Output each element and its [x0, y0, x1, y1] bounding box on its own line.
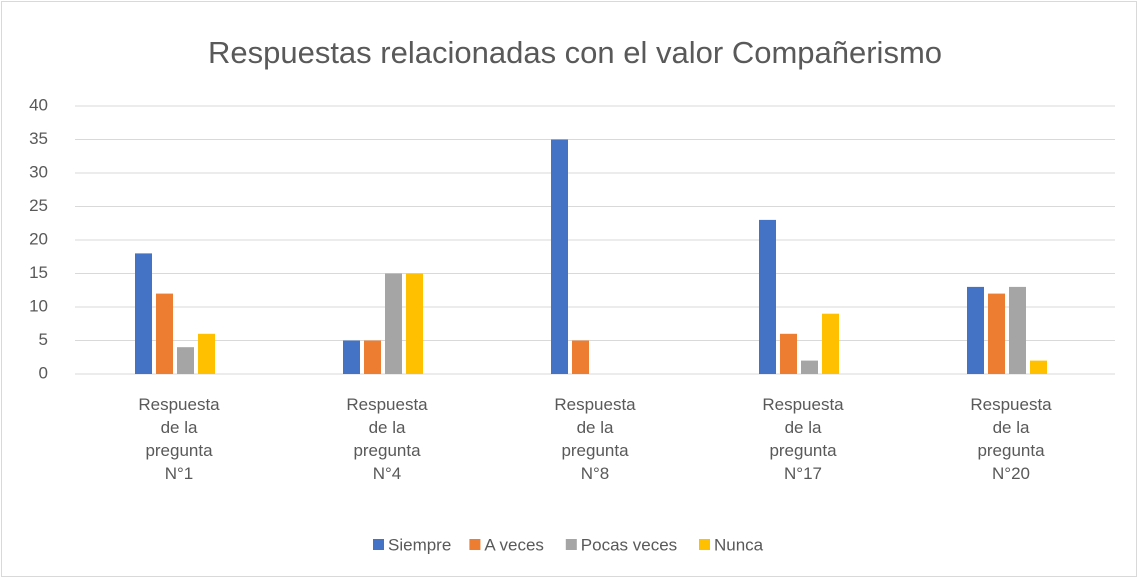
bar [364, 340, 381, 374]
x-tick-label: Respuesta de la pregunta N°1 [138, 395, 220, 483]
y-tick-label: 10 [29, 296, 48, 315]
bar [343, 340, 360, 374]
legend-swatch [373, 539, 384, 550]
bar [1030, 360, 1047, 374]
bar [156, 293, 173, 374]
y-tick-label: 25 [29, 196, 48, 215]
bar [801, 360, 818, 374]
bar [572, 340, 589, 374]
legend-label: A veces [484, 535, 544, 554]
bar [385, 273, 402, 374]
x-tick-label: Respuesta de la pregunta N°17 [762, 395, 844, 483]
y-tick-label: 35 [29, 129, 48, 148]
y-tick-label: 40 [29, 95, 48, 114]
legend-label: Pocas veces [581, 535, 677, 554]
y-tick-label: 15 [29, 263, 48, 282]
bar [967, 286, 984, 374]
bar [177, 347, 194, 374]
chart-title: Respuestas relacionadas con el valor Com… [208, 35, 942, 70]
bar [406, 273, 423, 374]
bar [822, 313, 839, 374]
legend-label: Nunca [714, 535, 764, 554]
x-tick-label: Respuesta de la pregunta N°4 [346, 395, 428, 483]
x-tick-label: Respuesta de la pregunta N°8 [554, 395, 636, 483]
bar [135, 253, 152, 374]
bar [988, 293, 1005, 374]
y-tick-label: 5 [39, 330, 48, 349]
legend-swatch [699, 539, 710, 550]
y-tick-label: 20 [29, 229, 48, 248]
y-tick-label: 30 [29, 162, 48, 181]
legend-label: Siempre [388, 535, 451, 554]
legend-swatch [469, 539, 481, 550]
y-tick-label: 0 [39, 363, 48, 382]
legend-swatch [565, 539, 577, 550]
bar [551, 139, 568, 374]
bar [1009, 286, 1026, 374]
bar [780, 333, 797, 374]
bar [759, 219, 776, 374]
x-tick-label: Respuesta de la pregunta N°20 [970, 395, 1052, 483]
bar [198, 333, 215, 374]
